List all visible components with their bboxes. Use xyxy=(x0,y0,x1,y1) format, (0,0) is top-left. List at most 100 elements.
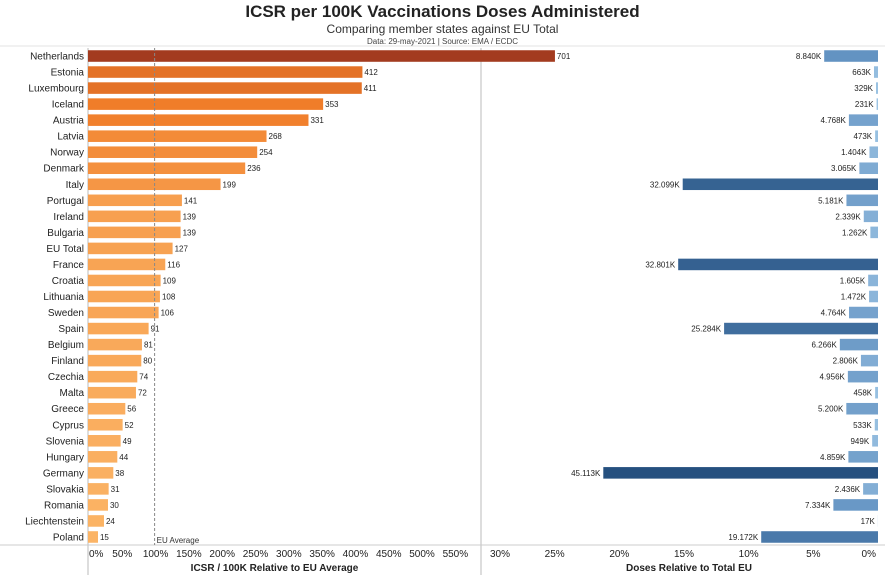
doses-bar xyxy=(847,370,878,383)
icsr-bar xyxy=(88,98,324,110)
doses-value-label: 3.065K xyxy=(831,164,857,173)
doses-bar xyxy=(848,451,878,463)
icsr-bar xyxy=(88,226,181,239)
icsr-bar xyxy=(88,274,161,287)
icsr-bar xyxy=(88,162,246,175)
chart-subtitle: Comparing member states against EU Total xyxy=(326,22,559,36)
left-axis-title: ICSR / 100K Relative to EU Average xyxy=(191,563,359,574)
category-label: Estonia xyxy=(51,68,85,79)
doses-value-label: 45.113K xyxy=(571,469,601,478)
icsr-bar xyxy=(88,370,138,383)
icsr-bar xyxy=(88,483,109,495)
icsr-value-label: 236 xyxy=(247,164,261,173)
doses-value-label: 1.262K xyxy=(842,228,868,237)
icsr-value-label: 74 xyxy=(139,373,148,382)
category-label: Slovakia xyxy=(46,484,84,495)
x-tick-label: 15% xyxy=(674,549,694,560)
icsr-value-label: 106 xyxy=(161,309,175,318)
x-tick-label: 50% xyxy=(112,549,132,560)
icsr-value-label: 49 xyxy=(123,437,132,446)
icsr-value-label: 199 xyxy=(223,180,237,189)
category-label: Greece xyxy=(51,404,84,415)
icsr-bar xyxy=(88,146,258,158)
icsr-value-label: 139 xyxy=(183,228,197,237)
icsr-value-label: 24 xyxy=(106,517,115,526)
chart-source-note: Data: 29-may-2021 | Source: EMA / ECDC xyxy=(366,37,519,46)
category-label: Liechtenstein xyxy=(25,516,84,527)
doses-value-label: 4.764K xyxy=(821,309,847,318)
icsr-value-label: 268 xyxy=(269,132,283,141)
doses-bar xyxy=(846,402,878,415)
x-tick-label: 150% xyxy=(176,549,202,560)
x-tick-label: 20% xyxy=(609,549,629,560)
doses-value-label: 2.339K xyxy=(835,212,861,221)
doses-value-label: 663K xyxy=(852,68,871,77)
icsr-bar xyxy=(88,242,173,255)
doses-bar xyxy=(833,499,878,511)
x-tick-label: 500% xyxy=(409,549,435,560)
icsr-value-label: 52 xyxy=(125,421,134,430)
category-label: Bulgaria xyxy=(47,228,84,239)
x-tick-label: 10% xyxy=(739,549,759,560)
doses-value-label: 231K xyxy=(855,100,874,109)
doses-bar xyxy=(863,483,878,495)
x-tick-label: 100% xyxy=(143,549,169,560)
doses-bar xyxy=(874,418,878,431)
doses-bar xyxy=(873,66,878,78)
doses-bar xyxy=(839,338,878,351)
doses-value-label: 4.768K xyxy=(821,116,847,125)
doses-value-label: 5.181K xyxy=(818,196,844,205)
category-label: Netherlands xyxy=(30,52,84,63)
icsr-bar xyxy=(88,66,363,78)
category-label: Finland xyxy=(51,356,84,367)
category-label: Norway xyxy=(50,148,84,159)
category-label: Italy xyxy=(66,180,84,191)
category-label: Austria xyxy=(53,116,85,127)
icsr-bar xyxy=(88,290,160,303)
category-label: Germany xyxy=(43,468,84,479)
x-tick-label: 0% xyxy=(89,549,104,560)
x-tick-label: 250% xyxy=(243,549,269,560)
icsr-bar xyxy=(88,418,123,431)
doses-value-label: 32.801K xyxy=(645,260,675,269)
category-label: Iceland xyxy=(52,100,84,111)
icsr-bar xyxy=(88,402,126,415)
doses-bar xyxy=(876,98,878,110)
doses-value-label: 4.859K xyxy=(820,453,846,462)
category-label: Latvia xyxy=(57,132,84,143)
doses-bar xyxy=(875,130,878,142)
doses-bar xyxy=(846,194,878,207)
doses-value-label: 4.956K xyxy=(820,373,846,382)
category-label: Ireland xyxy=(53,212,84,223)
doses-bar xyxy=(869,146,878,158)
doses-value-label: 533K xyxy=(853,421,872,430)
category-label: France xyxy=(53,260,85,271)
doses-value-label: 32.099K xyxy=(650,180,680,189)
category-label: Spain xyxy=(58,324,84,335)
icsr-value-label: 411 xyxy=(364,84,377,93)
icsr-value-label: 108 xyxy=(162,293,176,302)
right-axis-title: Doses Relative to Total EU xyxy=(626,563,752,574)
icsr-value-label: 109 xyxy=(163,276,177,285)
doses-bar xyxy=(869,290,878,303)
doses-value-label: 473K xyxy=(853,132,872,141)
category-label: Hungary xyxy=(46,452,84,463)
icsr-value-label: 31 xyxy=(111,485,120,494)
doses-value-label: 17K xyxy=(861,517,876,526)
icsr-value-label: 80 xyxy=(143,357,152,366)
doses-value-label: 2.436K xyxy=(835,485,861,494)
x-tick-label: 0% xyxy=(862,549,877,560)
icsr-bar xyxy=(88,130,267,142)
icsr-bar xyxy=(88,338,142,351)
icsr-value-label: 56 xyxy=(127,405,136,414)
doses-bar xyxy=(603,467,878,479)
x-tick-label: 350% xyxy=(309,549,335,560)
category-label: Belgium xyxy=(48,340,84,351)
x-tick-label: 200% xyxy=(209,549,235,560)
icsr-value-label: 15 xyxy=(100,533,109,542)
category-label: Luxembourg xyxy=(28,84,84,95)
doses-value-label: 7.334K xyxy=(805,501,831,510)
icsr-value-label: 44 xyxy=(119,453,128,462)
icsr-bar xyxy=(88,114,309,126)
